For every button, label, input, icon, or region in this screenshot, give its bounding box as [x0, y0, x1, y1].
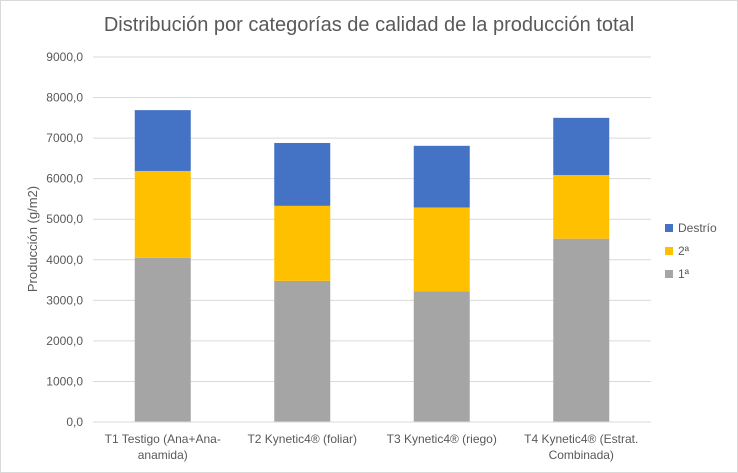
legend-label: 1ª	[678, 267, 690, 281]
legend-label: Destrío	[678, 221, 717, 235]
y-tick-label: 7000,0	[46, 131, 83, 145]
bar-segment	[134, 170, 191, 258]
legend-swatch	[665, 247, 673, 255]
bar-segment	[413, 207, 470, 292]
y-tick-label: 5000,0	[46, 212, 83, 226]
bar-segment	[274, 205, 331, 281]
bars	[134, 110, 610, 422]
bar-segment	[134, 257, 191, 422]
bar-segment	[553, 175, 610, 239]
bar-segment	[413, 291, 470, 422]
x-tick-line: anamida)	[138, 448, 188, 462]
y-tick-label: 1000,0	[46, 374, 83, 388]
x-tick-line: T1 Testigo (Ana+Ana-	[105, 432, 221, 446]
x-tick-label: T2 Kynetic4® (foliar)	[247, 432, 357, 446]
chart-title: Distribución por categorías de calidad d…	[104, 14, 634, 36]
bar-segment	[553, 238, 610, 422]
y-tick-label: 6000,0	[46, 172, 83, 186]
y-axis-title: Producción (g/m2)	[25, 186, 40, 292]
bar-segment	[274, 142, 331, 206]
legend-swatch	[665, 224, 673, 232]
y-tick-label: 0,0	[66, 415, 83, 429]
y-tick-label: 2000,0	[46, 334, 83, 348]
y-axis-ticks: 0,0 1000,0 2000,0 3000,0 4000,0 5000,0 6000,0 7…	[46, 50, 83, 429]
x-tick-line: T2 Kynetic4® (foliar)	[247, 432, 357, 446]
bar-segment	[134, 110, 191, 171]
legend-label: 2ª	[678, 244, 690, 258]
legend: Destrío 2ª 1ª	[665, 221, 717, 281]
x-tick-label: T4 Kynetic4® (Estrat. Combinada)	[524, 432, 638, 462]
x-axis-ticks: T1 Testigo (Ana+Ana-anamida) T2 Kynetic4®…	[105, 432, 639, 462]
x-tick-line: Combinada)	[549, 448, 614, 462]
x-tick-label: T1 Testigo (Ana+Ana-anamida)	[105, 432, 221, 462]
y-tick-label: 4000,0	[46, 253, 83, 267]
x-tick-line: T3 Kynetic4® (riego)	[387, 432, 497, 446]
y-tick-label: 9000,0	[46, 50, 83, 64]
bar-segment	[274, 280, 331, 422]
x-tick-label: T3 Kynetic4® (riego)	[387, 432, 497, 446]
y-tick-label: 8000,0	[46, 91, 83, 105]
bar-segment	[553, 117, 610, 176]
bar-segment	[413, 145, 470, 208]
legend-swatch	[665, 270, 673, 278]
y-tick-label: 3000,0	[46, 293, 83, 307]
x-tick-line: T4 Kynetic4® (Estrat.	[524, 432, 638, 446]
